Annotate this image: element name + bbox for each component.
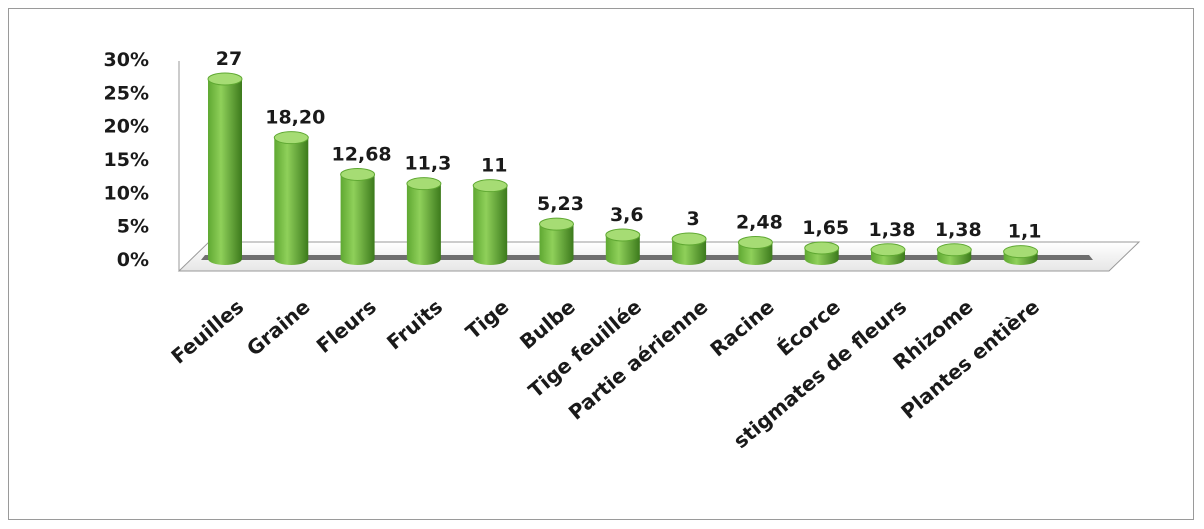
bar-body — [605, 235, 640, 265]
bar-body — [208, 79, 242, 265]
bar-body — [539, 224, 574, 265]
data-label: 3 — [686, 208, 699, 230]
bar — [870, 243, 906, 265]
y-tick-label: 10% — [104, 182, 149, 204]
data-label: 5,23 — [537, 193, 584, 215]
bar-body — [274, 137, 309, 265]
data-label: 1,38 — [869, 219, 916, 241]
bar-body — [406, 183, 441, 265]
data-label: 12,68 — [332, 143, 392, 165]
bar-top — [936, 243, 972, 257]
data-label: 27 — [216, 48, 242, 70]
bar-body — [473, 185, 508, 265]
bar-top — [737, 235, 773, 249]
x-tick-label: Feuilles — [166, 294, 248, 368]
data-label: 11 — [481, 155, 507, 177]
bar-top — [273, 131, 309, 145]
data-label: 3,6 — [610, 204, 644, 226]
bar — [539, 217, 574, 265]
bar-top — [605, 228, 641, 242]
y-tick-label: 15% — [104, 149, 149, 171]
y-tick-label: 25% — [104, 82, 149, 104]
bar-top — [207, 72, 243, 86]
x-tick-label: Graine — [242, 294, 314, 360]
bar — [1003, 245, 1039, 265]
bar-chart: 0% 5% 10% 15% 20% 25% 30% 27 Feuilles 18,20 Graine… — [104, 48, 1141, 453]
y-tick-label: 30% — [104, 49, 149, 71]
data-label: 1,1 — [1008, 221, 1042, 243]
x-tick-label: Tige feuillée — [524, 294, 646, 402]
bar — [340, 167, 376, 265]
bar-top — [671, 232, 707, 246]
bar-top — [406, 177, 442, 191]
bars-layer — [207, 72, 1039, 265]
x-tick-label: Fleurs — [312, 294, 381, 357]
data-label: 1,65 — [802, 217, 849, 239]
y-tick-label: 20% — [104, 116, 149, 138]
bar-top — [870, 243, 906, 257]
bar-body — [672, 239, 707, 265]
x-tick-label: Fruits — [382, 294, 447, 354]
bar — [737, 235, 773, 265]
data-label: 18,20 — [265, 107, 325, 129]
bar-top — [472, 179, 508, 193]
x-tick-label: Tige — [461, 294, 513, 343]
y-tick-label: 0% — [117, 249, 149, 271]
bar — [406, 177, 442, 265]
bar-body — [340, 174, 375, 265]
bar — [804, 241, 840, 265]
bar — [936, 243, 972, 265]
bar — [605, 228, 641, 265]
bar — [472, 179, 508, 265]
bar-top — [804, 241, 840, 255]
y-tick-label: 5% — [117, 216, 149, 238]
data-label: 11,3 — [404, 153, 451, 175]
bar-top — [539, 217, 574, 231]
bar-top — [1003, 245, 1039, 259]
chart-frame: 0% 5% 10% 15% 20% 25% 30% 27 Feuilles 18,20 Graine… — [8, 8, 1194, 520]
data-label: 1,38 — [935, 219, 982, 241]
bar — [273, 131, 309, 265]
bar-top — [340, 167, 376, 181]
bar — [207, 72, 243, 265]
bar — [671, 232, 707, 265]
axis-layer — [177, 61, 1141, 272]
x-tick-label: Racine — [705, 294, 778, 361]
data-label: 2,48 — [736, 211, 783, 233]
